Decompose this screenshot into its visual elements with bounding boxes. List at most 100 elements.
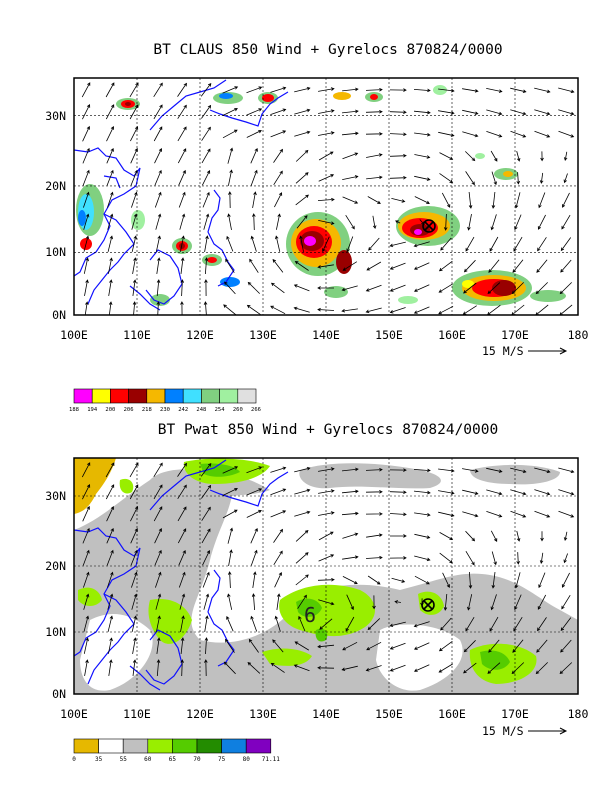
wind-arrow [365, 132, 383, 136]
svg-text:30N: 30N [45, 109, 66, 123]
wind-arrow [368, 237, 380, 251]
wind-arrow [342, 532, 359, 539]
wind-arrow [274, 615, 281, 632]
wind-arrow [180, 615, 185, 632]
colorbar-label: 206 [124, 407, 134, 413]
wind-arrow [365, 110, 383, 114]
wind-arrow [83, 615, 90, 632]
wind-arrow [486, 131, 503, 138]
wind-arrow [225, 638, 235, 653]
wind-arrow [227, 147, 234, 164]
wind-arrow [105, 104, 115, 120]
wind-arrow [317, 264, 334, 269]
wind-arrow [438, 131, 455, 137]
wind-arrow [414, 512, 431, 517]
svg-text:110E: 110E [123, 707, 151, 721]
wind-arrow [202, 571, 210, 588]
wind-arrow [247, 662, 261, 674]
colorbar-swatch [128, 388, 148, 404]
wind-arrow [318, 220, 335, 225]
wind-arrow [463, 640, 476, 653]
svg-text:110E: 110E [123, 328, 151, 342]
wind-arrow [414, 154, 431, 159]
svg-text:150E: 150E [375, 707, 403, 721]
svg-text:150E: 150E [375, 328, 403, 342]
colorbar-swatch [219, 388, 239, 404]
wind-arrow [318, 511, 335, 516]
lat-labels: 30N 20N 10N 0N [45, 489, 66, 701]
wind-arrow [389, 132, 407, 137]
wind-arrow [298, 615, 306, 632]
wind-arrow [250, 147, 258, 164]
wind-arrow [83, 257, 89, 274]
wind-arrow [155, 213, 162, 230]
wind-arrow [318, 531, 334, 541]
wind-arrow [491, 171, 497, 186]
wind-arrow [558, 489, 575, 496]
wind-arrow [342, 175, 359, 180]
wind-arrow [438, 283, 454, 293]
wind-arrow [486, 467, 503, 473]
panel-title: BT Pwat 850 Wind + Gyrelocs 870824/0000 [158, 422, 498, 438]
wind-arrow [295, 149, 309, 162]
wind-arrow [201, 148, 211, 164]
wind-arrow [129, 462, 139, 478]
wind-arrow [537, 617, 547, 632]
wind-arrow [294, 466, 311, 473]
wind-arrow [108, 659, 113, 676]
wind-arrow [178, 169, 186, 186]
wind-arrow [389, 110, 407, 114]
wind-arrow [156, 257, 161, 274]
wind-arrow [413, 621, 430, 628]
wind-arrow [395, 220, 401, 224]
colorbar-swatch [146, 388, 166, 404]
coastline-outlines [74, 79, 289, 311]
colorbar-label: 248 [196, 407, 206, 413]
wind-arrow [514, 214, 522, 231]
wind-arrow [294, 130, 311, 137]
wind-arrow [389, 621, 406, 627]
wind-arrow [317, 644, 335, 649]
wind-arrow [297, 594, 307, 609]
wind-arrow [366, 533, 383, 538]
wind-arrow [106, 549, 114, 566]
wind-arrow [107, 615, 114, 632]
wind-arrow [560, 237, 572, 252]
colorbar-swatch [164, 388, 184, 404]
svg-text:0N: 0N [52, 308, 66, 322]
wind-arrow [345, 616, 355, 632]
wind-arrow [156, 301, 161, 315]
wind-arrow [82, 527, 90, 544]
colorbar-label: 254 [215, 407, 226, 413]
wind-arrow [438, 468, 455, 473]
wind-arrow [129, 82, 139, 98]
wind-arrow [106, 506, 114, 522]
wind-arrow [413, 468, 431, 473]
wind-arrow [129, 104, 139, 120]
wind-arrow [414, 533, 431, 539]
wind-arrow [462, 468, 479, 473]
wind-arrow [365, 555, 383, 560]
wind-arrow [558, 109, 575, 116]
wind-arrow [365, 467, 383, 472]
wind-arrow [131, 593, 138, 610]
wind-arrow [107, 593, 114, 610]
wind-arrow [341, 489, 359, 494]
wind-arrow [226, 615, 234, 632]
wind-arrow [463, 282, 477, 294]
wind-arrow [516, 552, 520, 565]
wind-arrow [156, 637, 161, 654]
wind-arrow [180, 279, 185, 297]
wind-arrow [202, 191, 210, 208]
wind-arrow [342, 196, 359, 204]
svg-text:10N: 10N [45, 245, 66, 259]
wind-arrow [132, 279, 137, 296]
wind-arrow [105, 484, 115, 500]
wind-arrow [561, 572, 570, 588]
wind-arrow [389, 262, 406, 270]
wind-arrow [389, 664, 406, 672]
wind-arrow [559, 662, 573, 675]
wind-arrow [516, 530, 521, 542]
wind-arrow [559, 304, 573, 315]
wind-arrow [224, 281, 236, 295]
